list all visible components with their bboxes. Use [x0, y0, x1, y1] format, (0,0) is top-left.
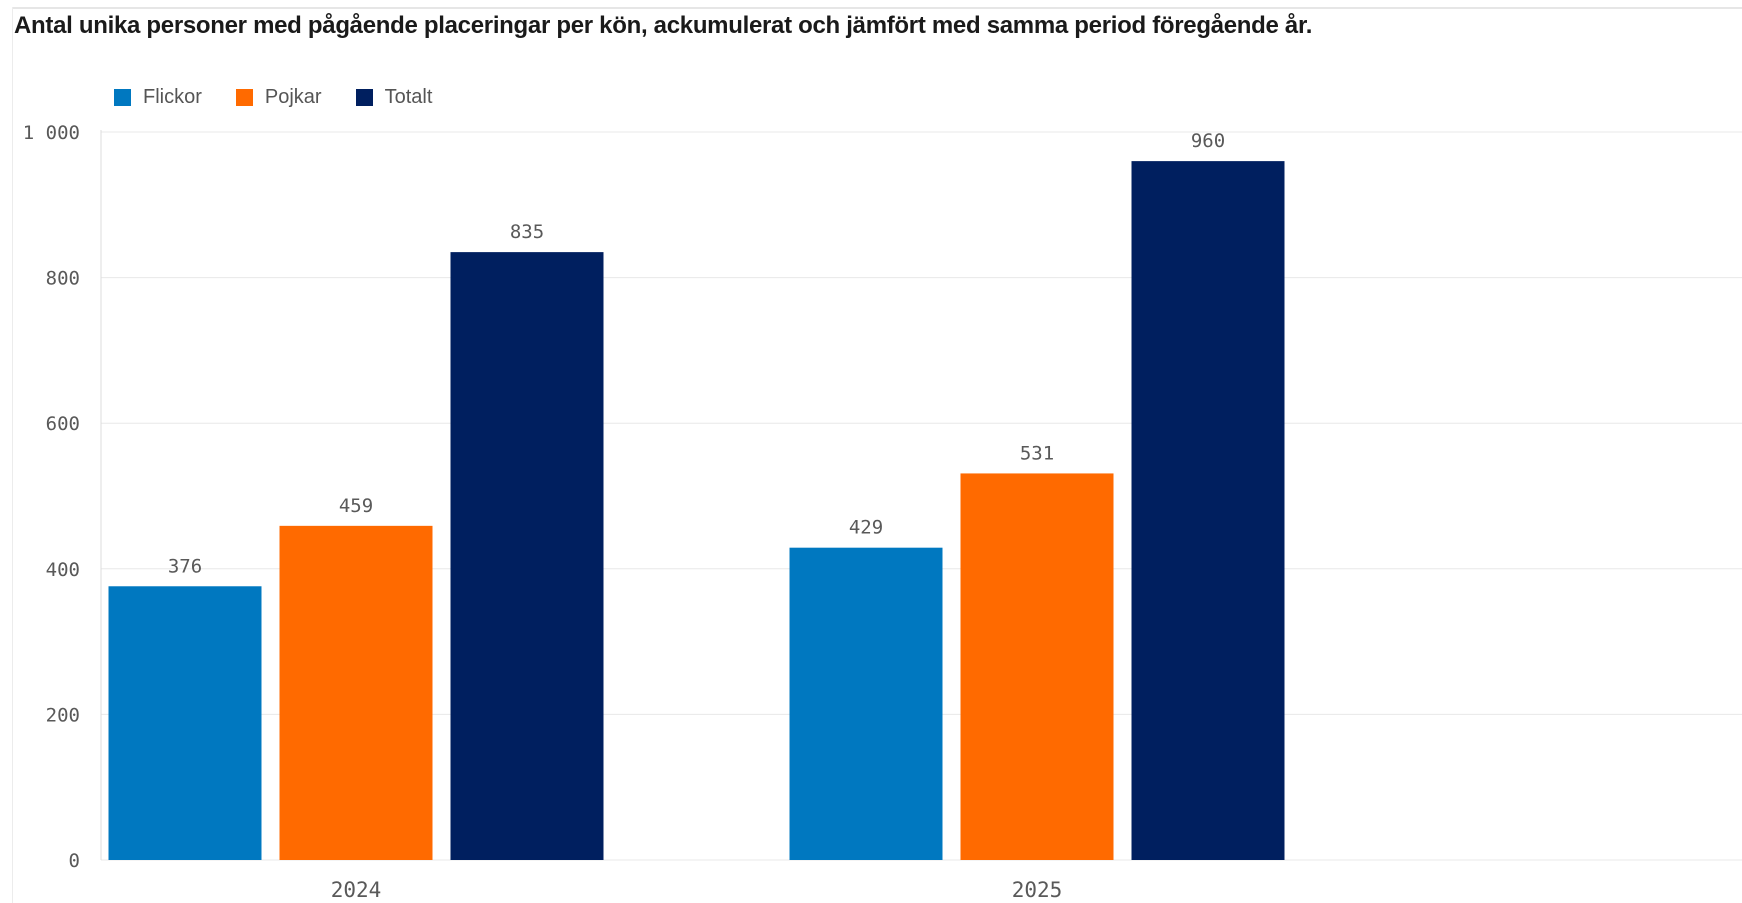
legend-swatch-flickor: [114, 89, 131, 106]
bar: [789, 547, 943, 860]
data-label: 960: [1191, 130, 1225, 152]
chart-title: Antal unika personer med pågående placer…: [14, 12, 1313, 39]
y-tick-label: 800: [46, 268, 80, 290]
panel-top-border: [12, 7, 1742, 9]
legend-item-totalt[interactable]: Totalt: [355, 86, 433, 109]
y-tick-label: 400: [46, 559, 80, 581]
y-tick-label: 0: [69, 850, 80, 872]
y-tick-label: 1 000: [23, 122, 80, 144]
x-tick-label: 2025: [1012, 878, 1063, 902]
legend-swatch-pojkar: [235, 89, 253, 106]
legend-item-flickor[interactable]: Flickor: [114, 86, 202, 109]
data-label: 531: [1020, 442, 1054, 464]
data-label: 835: [510, 221, 544, 243]
panel-left-border: [12, 7, 13, 903]
bar: [108, 586, 262, 860]
bar: [960, 473, 1114, 860]
bar: [450, 252, 604, 860]
legend-label-flickor: Flickor: [143, 86, 202, 108]
legend-label-totalt: Totalt: [384, 86, 433, 108]
bar: [1131, 161, 1285, 860]
x-tick-label: 2024: [331, 878, 382, 902]
y-tick-label: 200: [46, 704, 80, 726]
bar: [279, 525, 433, 860]
legend-item-pojkar[interactable]: Pojkar: [235, 86, 322, 109]
legend-swatch-totalt: [355, 89, 373, 106]
legend-label-pojkar: Pojkar: [264, 86, 322, 108]
data-label: 429: [849, 517, 883, 539]
data-label: 376: [168, 555, 202, 577]
y-tick-label: 600: [46, 413, 80, 435]
data-label: 459: [339, 495, 373, 517]
chart-legend: Flickor Pojkar Totalt: [114, 86, 466, 109]
